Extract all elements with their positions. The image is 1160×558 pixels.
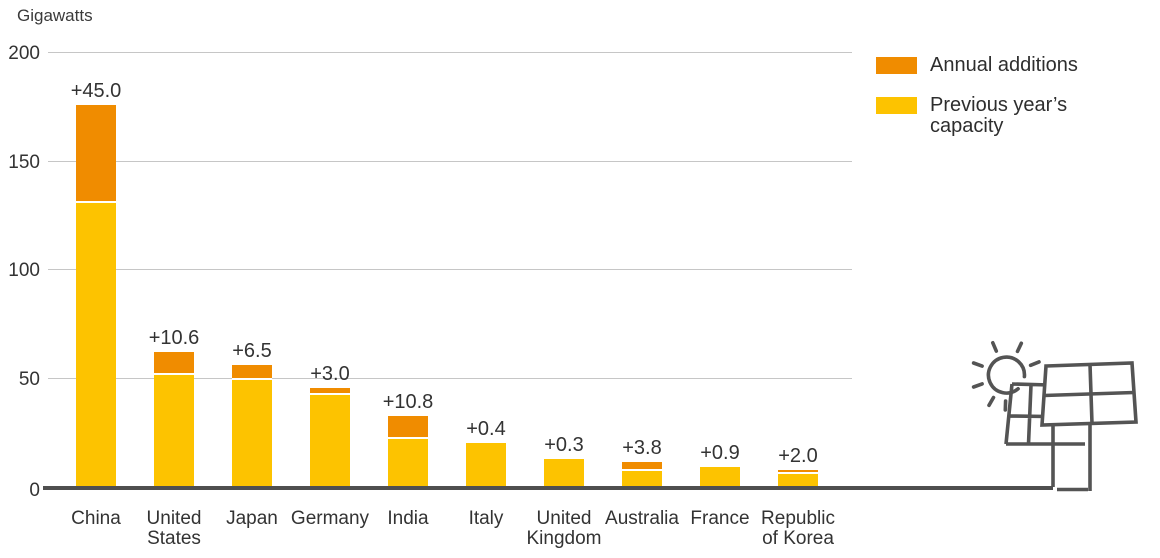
bar-segment-divider (778, 472, 818, 475)
gridline-50 (48, 377, 852, 379)
legend: Annual additions Previous year’s capacit… (876, 55, 1086, 137)
bar-value-label: +0.3 (544, 433, 584, 456)
bar-segment-previous-capacity (76, 202, 116, 487)
bar-value-label: +6.5 (232, 340, 272, 363)
bar-column (310, 388, 350, 487)
x-axis-category-label: United States (146, 508, 202, 549)
bar-segment-annual-additions (154, 352, 194, 374)
x-axis-category-label: Australia (605, 508, 679, 529)
bar-segment-divider (154, 373, 194, 376)
x-axis-category-label: Germany (290, 508, 370, 529)
x-axis-category-label: Republic of Korea (761, 508, 835, 549)
y-tick-label-200: 200 (8, 43, 40, 64)
bar-column (622, 462, 662, 487)
bar-column (466, 443, 506, 487)
x-axis-category-label: China (71, 508, 121, 529)
y-tick-label-0: 0 (29, 480, 40, 501)
x-axis-category-label: United Kingdom (526, 508, 602, 549)
bar-segment-annual-additions (778, 469, 818, 473)
x-axis-category-label: France (690, 508, 750, 529)
bar-segment-annual-additions (232, 365, 272, 378)
legend-swatch-previous-capacity-icon (876, 97, 917, 114)
bar-segment-previous-capacity (310, 394, 350, 487)
bar-value-label: +0.9 (700, 442, 740, 465)
bar-segment-divider (232, 377, 272, 380)
legend-item-annual-additions: Annual additions (876, 55, 1086, 76)
bar-segment-previous-capacity (778, 474, 818, 487)
y-tick-label-50: 50 (18, 368, 40, 390)
bar-column (76, 104, 116, 487)
legend-swatch-annual-additions-icon (876, 57, 917, 74)
y-tick-label-150: 150 (8, 151, 40, 173)
x-axis-category-label: India (387, 508, 429, 529)
legend-label-annual-additions: Annual additions (930, 54, 1078, 76)
bar-segment-previous-capacity (154, 375, 194, 487)
x-axis-line (43, 486, 1053, 490)
bar-segment-divider (76, 200, 116, 203)
bar-value-label: +3.8 (622, 437, 662, 460)
bar-value-label: +10.8 (382, 390, 434, 413)
bar-segment-annual-additions (76, 104, 116, 201)
gridline-150 (48, 160, 852, 162)
bar-value-label: +0.4 (466, 418, 506, 441)
solar-panel-sun-icon (971, 341, 1138, 492)
bar-segment-annual-additions (388, 415, 428, 438)
y-axis-unit-label: Gigawatts (17, 6, 93, 25)
bar-segment-divider (310, 392, 350, 395)
bar-column (154, 352, 194, 487)
bar-segment-previous-capacity (232, 379, 272, 487)
legend-item-previous-capacity: Previous year’s capacity (876, 95, 1086, 137)
legend-label-previous-capacity: Previous year’s capacity (930, 94, 1068, 137)
bar-segment-previous-capacity (622, 470, 662, 487)
bar-column (700, 467, 740, 487)
bar-segment-previous-capacity (466, 443, 506, 487)
bar-column (778, 469, 818, 487)
gridline-100 (48, 269, 852, 270)
y-tick-label-100: 100 (8, 260, 40, 281)
bar-value-label: +3.0 (310, 363, 350, 386)
bar-column (232, 365, 272, 487)
bar-column (544, 458, 584, 487)
x-axis-category-label: Italy (468, 508, 504, 529)
x-axis-category-label: Japan (226, 508, 278, 529)
bar-segment-annual-additions (310, 388, 350, 393)
bar-segment-previous-capacity (544, 458, 584, 487)
bar-segment-divider (388, 437, 428, 440)
bar-segment-previous-capacity (700, 467, 740, 487)
bar-value-label: +2.0 (778, 444, 818, 467)
gridline-200 (48, 52, 852, 53)
bar-column (388, 415, 428, 487)
bar-segment-previous-capacity (388, 439, 428, 487)
bar-value-label: +45.0 (70, 79, 122, 102)
bar-segment-divider (622, 468, 662, 471)
bar-value-label: +10.6 (148, 327, 200, 350)
bar-segment-annual-additions (622, 462, 662, 469)
